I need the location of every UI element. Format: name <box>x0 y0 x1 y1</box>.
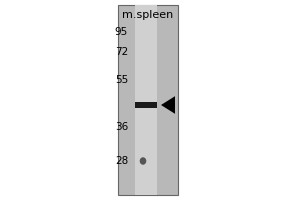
Text: 28: 28 <box>115 156 128 166</box>
Bar <box>135 5 157 195</box>
Bar <box>135 102 157 108</box>
Ellipse shape <box>140 157 146 165</box>
Text: 36: 36 <box>115 122 128 132</box>
Text: 72: 72 <box>115 47 128 57</box>
Text: 95: 95 <box>115 27 128 37</box>
Polygon shape <box>161 96 175 114</box>
Text: m.spleen: m.spleen <box>122 10 174 20</box>
Text: 55: 55 <box>115 75 128 85</box>
Bar <box>118 5 178 195</box>
